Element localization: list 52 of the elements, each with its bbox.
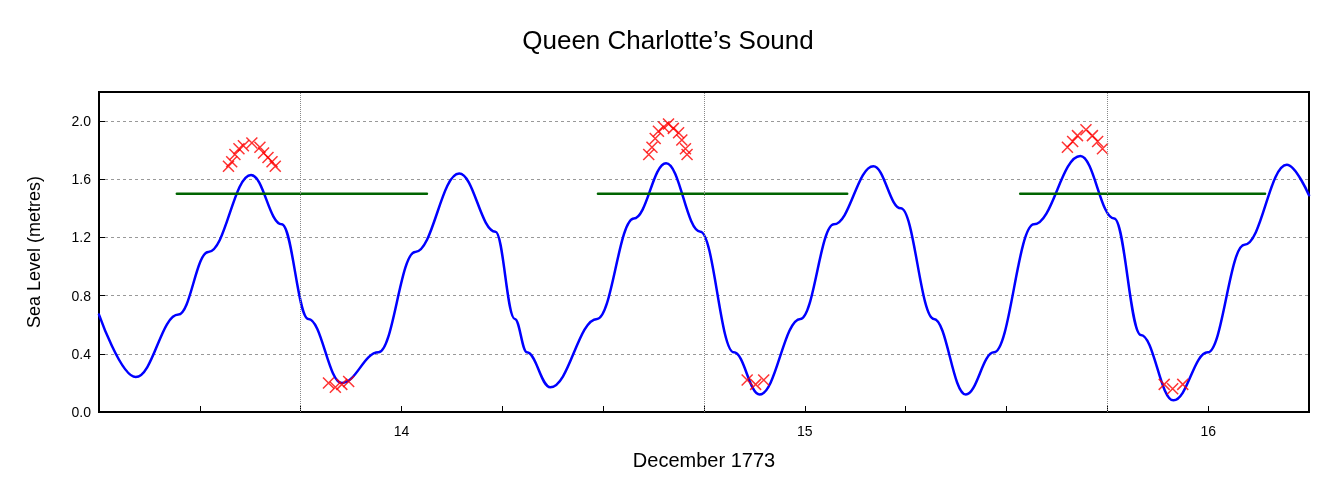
point — [1086, 129, 1099, 142]
point — [757, 373, 770, 387]
point — [269, 159, 282, 173]
point — [335, 378, 349, 391]
point — [253, 141, 267, 154]
point — [679, 142, 692, 155]
x-tick-label: 14 — [393, 423, 410, 439]
point — [225, 155, 238, 169]
point — [245, 136, 259, 150]
point — [1061, 141, 1074, 154]
point — [342, 375, 355, 388]
point — [662, 117, 675, 131]
y-tick-label: 0.0 — [71, 404, 92, 420]
y-tick-label: 0.4 — [71, 345, 92, 362]
point — [652, 125, 665, 138]
y-axis-title: Sea Level (metres) — [24, 175, 44, 329]
point — [1096, 142, 1109, 155]
point — [222, 159, 235, 173]
x-axis-title: December 1773 — [632, 449, 776, 471]
y-tick-label: 1.2 — [71, 229, 92, 246]
x-tick-label: 15 — [797, 423, 813, 439]
line-series — [97, 154, 1311, 402]
point — [228, 148, 242, 161]
point — [1157, 378, 1171, 391]
chart-title: Queen Charlotte’s Sound — [522, 25, 814, 55]
point — [1176, 378, 1190, 391]
point — [261, 151, 275, 164]
point — [648, 132, 662, 145]
point — [749, 378, 762, 391]
y-tick-label: 1.6 — [71, 171, 92, 188]
point — [675, 133, 689, 147]
point — [680, 148, 694, 161]
point — [237, 139, 250, 153]
point — [1071, 129, 1084, 142]
y-tick-label: 2.0 — [71, 113, 92, 130]
point — [329, 381, 342, 394]
point — [642, 148, 655, 161]
point — [672, 126, 685, 139]
y-tick-label: 0.8 — [71, 287, 92, 304]
point — [1079, 123, 1093, 137]
point — [645, 141, 659, 154]
point — [322, 376, 335, 390]
point — [657, 120, 670, 134]
point — [265, 155, 279, 169]
point — [1166, 382, 1179, 395]
point — [667, 122, 680, 135]
point — [1091, 135, 1104, 148]
point — [1066, 135, 1079, 148]
x-tick-label: 16 — [1200, 423, 1217, 439]
point — [232, 142, 246, 155]
point — [257, 146, 270, 160]
point — [740, 373, 754, 387]
